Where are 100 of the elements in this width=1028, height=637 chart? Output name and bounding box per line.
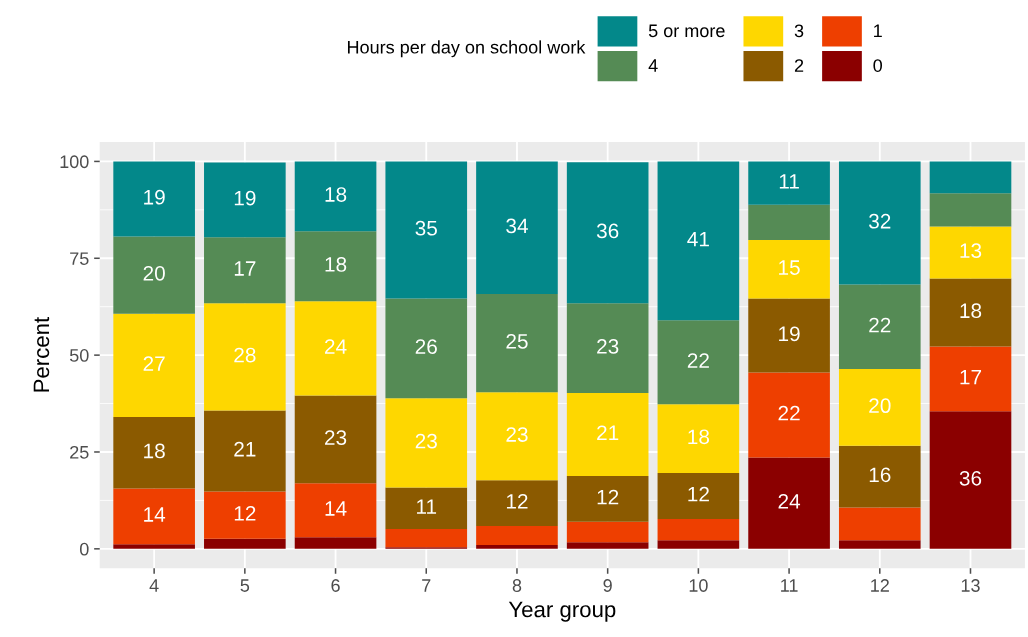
data-label: 23 [415,433,437,449]
y-tick-label: 100 [60,155,89,169]
data-label: 32 [869,213,891,229]
data-label: 36 [596,223,619,239]
bar [385,529,468,548]
legend-label: 0 [873,59,883,72]
x-tick-label: 13 [961,579,980,592]
y-axis-title: Percent [33,317,50,392]
bar [929,226,1012,279]
data-label: 22 [778,405,800,421]
data-label: 12 [234,505,256,521]
bar [566,303,649,394]
data-label: 23 [597,338,619,354]
bar [838,369,921,446]
bar [476,293,558,393]
data-label: 35 [415,220,437,236]
bar [204,162,286,238]
data-label: 16 [869,467,891,483]
data-label: 15 [779,260,800,275]
data-label: 12 [506,493,528,509]
data-label: 41 [687,231,709,247]
data-label: 19 [144,189,165,205]
y-tick-label: 75 [70,252,89,265]
bar [566,476,649,522]
x-tick-label: 8 [512,579,522,592]
bar [838,507,921,541]
bar [566,542,649,549]
bar [476,161,558,294]
bar [657,540,740,549]
bar [385,298,468,399]
x-tick-label: 10 [689,579,708,592]
data-label: 18 [144,443,165,459]
bar [385,161,468,299]
bar [657,472,740,519]
bar [113,544,195,549]
bar [929,161,1012,194]
data-label: 11 [779,174,799,189]
bar [566,521,649,543]
data-label: 25 [506,333,528,349]
data-label: 18 [688,429,710,445]
data-label: 18 [960,303,982,319]
bar [113,236,195,314]
bar [838,540,921,549]
data-label: 28 [234,347,256,363]
data-label: 14 [144,507,166,522]
data-label: 27 [143,356,165,371]
data-label: 12 [688,486,709,502]
bar [657,519,740,541]
legend-title: Hours per day on school work [347,40,586,58]
bar [748,204,830,241]
bar [294,301,377,396]
x-tick-label: 11 [781,579,798,592]
bar [204,410,286,492]
x-tick-label: 12 [871,579,889,592]
bar [294,395,377,484]
legend-label: 3 [794,24,804,38]
legend-label: 2 [794,59,804,72]
data-label: 24 [325,339,347,354]
y-tick-label: 0 [79,542,89,556]
data-label: 22 [869,317,891,333]
data-label: 34 [506,218,528,234]
x-tick-label: 4 [149,579,159,592]
data-label: 21 [234,441,256,457]
data-label: 26 [415,339,437,354]
bar [838,445,921,508]
bar [294,537,377,549]
y-tick-label: 50 [69,349,89,362]
data-label: 11 [417,499,437,514]
x-tick-label: 9 [603,579,612,592]
bar [204,237,286,304]
bar [838,284,921,370]
bar [385,487,468,530]
data-label: 12 [597,489,619,505]
data-label: 19 [234,190,256,206]
bar [929,346,1012,412]
bar [113,161,195,237]
bar [748,457,830,549]
bar [657,404,740,473]
bar [657,161,740,321]
bar [748,240,830,299]
bar [929,411,1012,549]
x-tick-label: 7 [422,579,431,592]
bar [294,231,377,302]
data-label: 21 [597,425,619,440]
bar [113,417,195,489]
bar [294,161,377,232]
bar [476,525,558,545]
bar [476,392,558,481]
data-label: 18 [325,257,347,272]
bar [838,161,921,285]
bar [748,372,830,458]
bar [476,480,558,526]
data-label: 22 [687,353,709,368]
bar [476,544,558,549]
bar [748,161,830,205]
data-label: 17 [234,261,256,276]
bar [748,298,830,373]
bar [113,488,195,545]
bar [204,303,286,411]
x-axis-title: Year group [508,601,616,622]
